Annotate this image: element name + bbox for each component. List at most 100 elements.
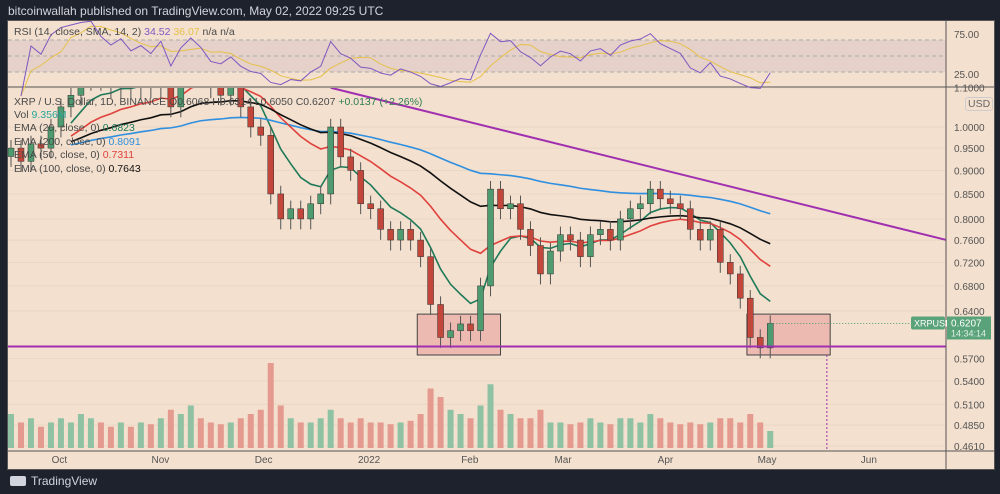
volume-bar xyxy=(637,422,644,448)
candle-body xyxy=(766,323,774,349)
candle-body xyxy=(597,229,604,235)
price-tick: 0.4610 xyxy=(954,442,985,453)
volume-bar xyxy=(57,418,64,448)
footer: TradingView xyxy=(10,474,97,488)
volume-bar xyxy=(267,363,274,448)
volume-bar xyxy=(587,418,594,448)
currency-label: USD xyxy=(965,97,994,111)
volume-bar xyxy=(647,414,654,448)
ema-value: 0.8091 xyxy=(108,135,141,148)
candle-body xyxy=(577,239,584,257)
candle-body xyxy=(307,203,314,220)
volume-bar xyxy=(607,424,614,448)
volume-bar xyxy=(497,409,504,448)
time-tick: May xyxy=(758,455,777,466)
time-tick: Oct xyxy=(52,455,68,466)
volume-bar xyxy=(8,414,14,448)
candle-body xyxy=(257,126,264,136)
price-tick: 0.5400 xyxy=(954,377,985,388)
countdown-text: 14:34:14 xyxy=(951,328,986,338)
candle-body xyxy=(467,323,474,331)
ema-20-line xyxy=(70,88,771,305)
ema-legend-item: EMA (100, close, 0) 0.7643 xyxy=(14,163,141,175)
candle-body xyxy=(627,208,634,220)
volume-bar xyxy=(697,424,704,448)
volume-bar xyxy=(237,418,244,448)
candle-body xyxy=(77,88,85,96)
candle-body xyxy=(757,337,764,349)
ema-label: EMA (200, close, 0) xyxy=(14,135,106,148)
candle-body xyxy=(8,147,15,157)
price-tick: 0.8000 xyxy=(954,215,985,226)
volume-bar xyxy=(577,422,584,448)
candle-body xyxy=(57,106,65,128)
time-tick: Nov xyxy=(152,455,170,466)
volume-bar xyxy=(377,422,384,448)
candle-body xyxy=(317,193,324,205)
volume-bar xyxy=(407,420,414,448)
volume-bar xyxy=(627,418,634,448)
volume-bar xyxy=(217,424,224,448)
volume-bar xyxy=(107,426,114,448)
price-tick: 0.9000 xyxy=(954,166,985,177)
candle-body xyxy=(697,229,704,241)
candle-body xyxy=(557,234,564,252)
candle-body xyxy=(397,229,404,241)
candle-body xyxy=(227,88,235,96)
volume-bar xyxy=(287,418,294,448)
rsi-legend: RSI (14, close, SMA, 14, 2) 34.52 36.07 … xyxy=(14,26,235,38)
candle-body xyxy=(637,203,644,210)
ema-legend-item: EMA (20, close, 0) 0.6823 xyxy=(14,122,135,134)
publisher-caption: bitcoinwallah published on TradingView.c… xyxy=(8,4,384,18)
last-price-text: 0.6207 xyxy=(951,318,982,329)
volume-bar xyxy=(547,422,554,448)
volume-bar xyxy=(247,414,254,448)
candle-body xyxy=(537,245,544,275)
candle-body xyxy=(217,88,225,96)
volume-bar xyxy=(747,414,754,448)
volume-bar xyxy=(327,409,334,448)
volume-bar xyxy=(467,418,474,448)
time-tick: Mar xyxy=(554,455,572,466)
price-tick: 0.6400 xyxy=(954,307,985,318)
candle-body xyxy=(347,156,354,171)
volume-bar xyxy=(477,405,484,448)
candle-body xyxy=(37,143,45,149)
candle-body xyxy=(477,285,484,331)
candle-body xyxy=(427,256,434,305)
symbol-legend: XRP / U.S. Dollar, 1D, BINANCE O0.6068 H… xyxy=(14,96,423,108)
volume-bar xyxy=(567,424,574,448)
volume-bar xyxy=(767,431,774,448)
volume-bar xyxy=(527,418,534,448)
volume-bar xyxy=(197,418,204,448)
volume-bar xyxy=(187,405,194,448)
candle-body xyxy=(118,77,124,88)
volume-bar xyxy=(537,409,544,448)
volume-bar xyxy=(397,422,404,448)
rsi-tick: 25.00 xyxy=(954,70,979,81)
volume-bar xyxy=(277,405,284,448)
price-tick: 0.6800 xyxy=(954,282,985,293)
candle-body xyxy=(587,234,594,257)
ema-value: 0.7643 xyxy=(108,162,141,175)
time-tick: Jun xyxy=(861,455,877,466)
volume-bar xyxy=(457,414,464,448)
volume-bar xyxy=(677,424,684,448)
volume-bar xyxy=(17,422,24,448)
trendline xyxy=(330,88,946,241)
chart-canvas[interactable]: 1.1000 1.0000 0.9500 0.9000 0.8500 0.8000 0.76… xyxy=(8,21,994,469)
volume-bar xyxy=(27,418,34,448)
volume-bar xyxy=(137,422,144,448)
chart-frame[interactable]: 1.1000 1.0000 0.9500 0.9000 0.8500 0.8000 0.76… xyxy=(7,20,995,470)
volume-bar xyxy=(97,422,104,448)
candle-body xyxy=(177,88,185,108)
volume-bar xyxy=(357,418,364,448)
candle-body xyxy=(17,147,25,162)
volume-bar xyxy=(757,422,764,448)
volume-bar xyxy=(437,397,444,448)
volume-bar xyxy=(87,418,94,448)
time-tick: Feb xyxy=(461,455,479,466)
volume-bar xyxy=(37,426,44,448)
last-price-tag xyxy=(947,316,991,340)
price-tick: 0.8500 xyxy=(954,190,985,201)
